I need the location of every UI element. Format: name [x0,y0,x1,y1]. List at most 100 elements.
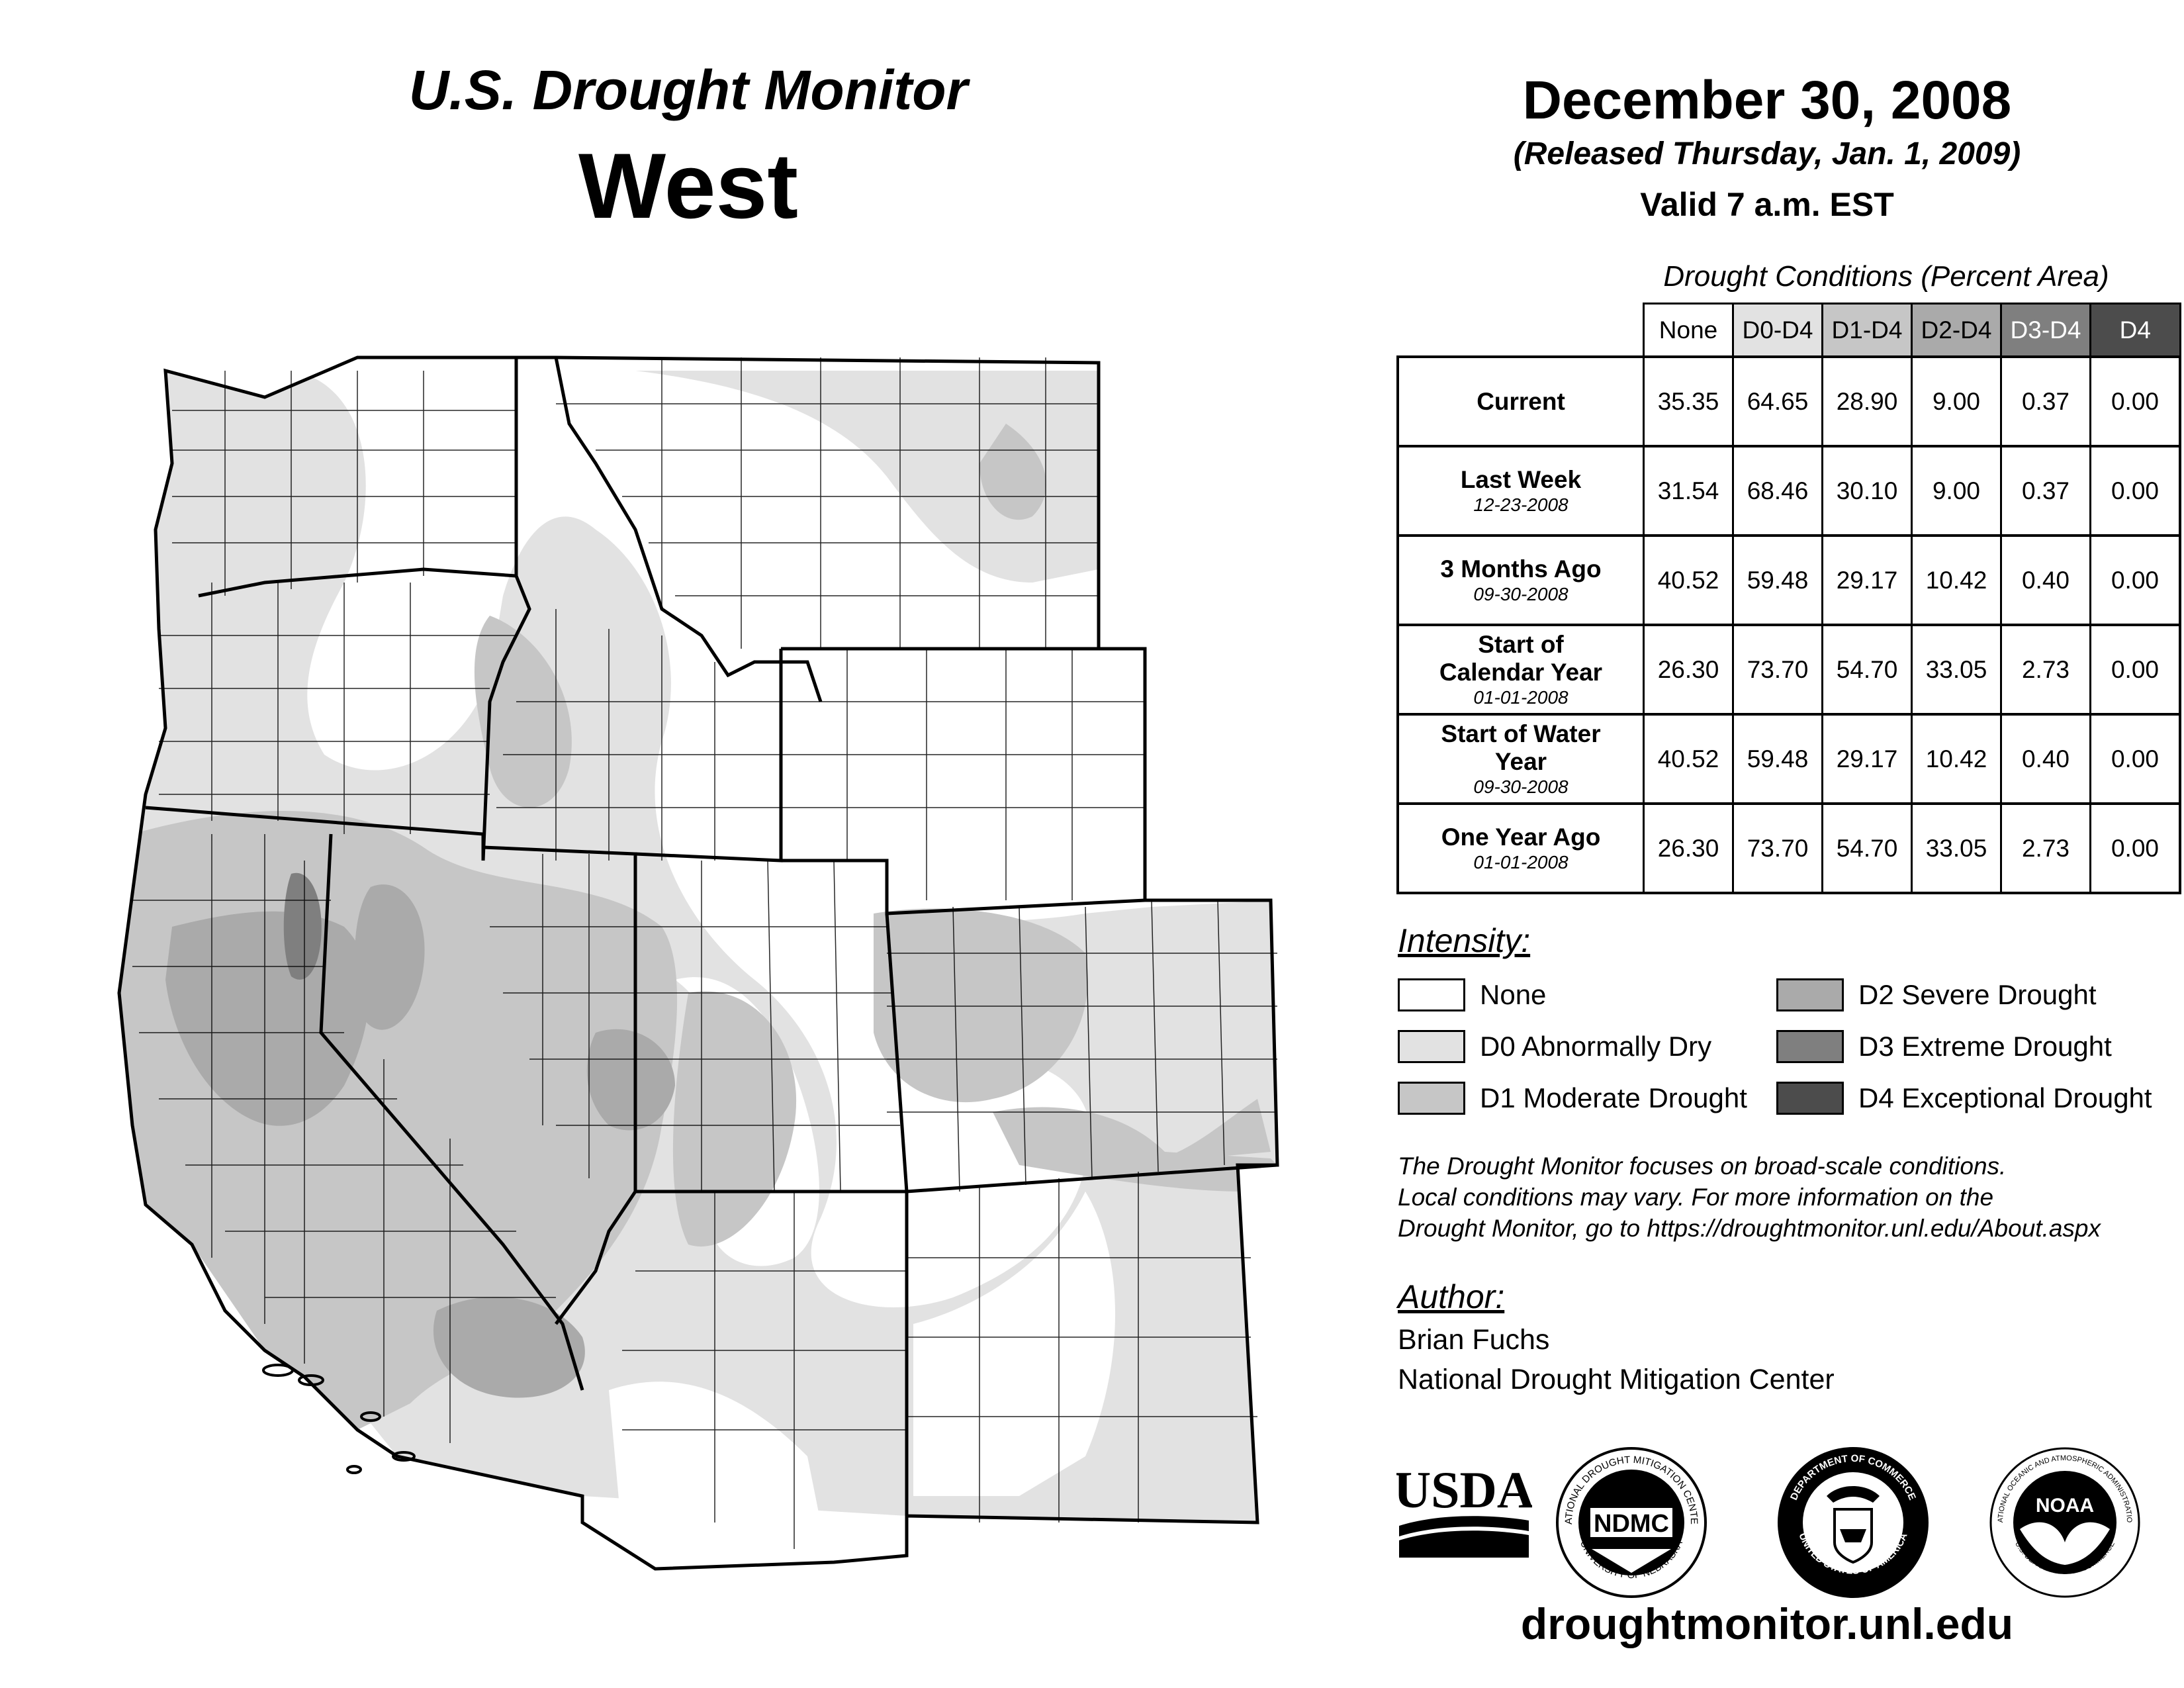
table-row: Last Week 12-23-2008 31.54 68.46 30.10 9.00 0.… [1396,445,2181,537]
table-cell: 35.35 [1643,355,1734,447]
table-cell: 0.00 [2089,355,2181,447]
legend-swatch-d3 [1776,1030,1844,1063]
row-label: Last Week 12-23-2008 [1396,445,1645,537]
map-title: U.S. Drought Monitor [408,59,968,121]
row-date: 09-30-2008 [1473,776,1569,797]
row-label: Start of Calendar Year 01-01-2008 [1396,624,1645,716]
table-cell: 9.00 [1911,355,2002,447]
map-date: December 30, 2008 [1522,70,2012,130]
noaa-logo-text: NOAA [2036,1495,2094,1517]
table-cell: 28.90 [1821,355,1913,447]
legend-d2: D2 Severe Drought [1776,978,2097,1011]
table-title: Drought Conditions (Percent Area) [1663,260,2109,293]
disclaimer-line: Drought Monitor, go to https://droughtmo… [1398,1215,2101,1242]
region-title: West [578,134,798,238]
table-cell: 29.17 [1821,713,1913,805]
table-cell: 9.00 [1911,445,2002,537]
legend-label: D1 Moderate Drought [1480,1082,1747,1113]
row-label: Start of Water Year 09-30-2008 [1396,713,1645,805]
table-cell: 31.54 [1643,445,1734,537]
row-label-text: 3 Months Ago [1440,555,1602,583]
table-cell: 54.70 [1821,802,1913,894]
table-cell: 54.70 [1821,624,1913,716]
table-row: Start of Calendar Year 01-01-2008 26.30 73.… [1396,624,2181,716]
legend-d1: D1 Moderate Drought [1398,1082,1747,1115]
table-cell: 26.30 [1643,802,1734,894]
table-cell: 0.40 [2000,534,2091,626]
legend-label: None [1480,979,1547,1010]
legend-swatch-none [1398,978,1465,1011]
table-header-row: None D0-D4 D1-D4 D2-D4 D3-D4 D4 [1398,303,2181,358]
row-label: 3 Months Ago 09-30-2008 [1396,534,1645,626]
row-label: Current [1396,355,1645,447]
channel-islands [262,1364,416,1474]
table-cell: 0.00 [2089,534,2181,626]
table-cell: 40.52 [1643,534,1734,626]
table-cell: 33.05 [1911,624,2002,716]
row-date: 09-30-2008 [1473,583,1569,604]
commerce-seal: DEPARTMENT OF COMMERCE UNITED STATES OF … [1778,1447,1929,1598]
legend-swatch-d0 [1398,1030,1465,1063]
disclaimer-line: Local conditions may vary. For more info… [1398,1184,1994,1211]
table-cell: 0.00 [2089,624,2181,716]
table-cell: 26.30 [1643,624,1734,716]
col-d2-d4: D2-D4 [1911,303,2002,358]
legend-swatch-d1 [1398,1082,1465,1115]
legend-swatch-d2 [1776,978,1844,1011]
ndmc-logo-text: NDMC [1594,1510,1669,1538]
valid-time: Valid 7 a.m. EST [1640,186,1894,223]
table-row: Start of Water Year 09-30-2008 40.52 59.48 2… [1396,713,2181,805]
usda-logo: USDA [1396,1461,1532,1558]
usda-logo-text: USDA [1396,1461,1532,1519]
legend-label: D2 Severe Drought [1858,979,2097,1010]
col-d1-d4: D1-D4 [1821,303,1913,358]
legend-label: D0 Abnormally Dry [1480,1031,1712,1062]
disclaimer-line: The Drought Monitor focuses on broad-sca… [1398,1152,2007,1180]
author-heading: Author: [1398,1278,1505,1315]
table-cell: 30.10 [1821,445,1913,537]
table-row: 3 Months Ago 09-30-2008 40.52 59.48 29.17 10.… [1396,534,2181,626]
table-cell: 64.65 [1732,355,1823,447]
table-cell: 0.00 [2089,802,2181,894]
ndmc-logo: NATIONAL DROUGHT MITIGATION CENTER UNIVE… [1552,1443,1707,1598]
col-d4: D4 [2089,303,2181,358]
table-cell: 59.48 [1732,713,1823,805]
table-cell: 73.70 [1732,802,1823,894]
legend-label: D3 Extreme Drought [1858,1031,2112,1062]
legend-d0: D0 Abnormally Dry [1398,1030,1711,1063]
legend-label: D4 Exceptional Drought [1858,1082,2152,1113]
release-date: (Released Thursday, Jan. 1, 2009) [1513,136,2021,171]
row-date: 01-01-2008 [1473,851,1569,872]
legend-none: None [1398,978,1546,1011]
table-cell: 73.70 [1732,624,1823,716]
site-url[interactable]: droughtmonitor.unl.edu [1520,1599,2014,1648]
col-none: None [1643,303,1734,358]
table-cell: 2.73 [2000,624,2091,716]
author-organization: National Drought Mitigation Center [1398,1364,1835,1395]
table-cell: 10.42 [1911,534,2002,626]
disclaimer: The Drought Monitor focuses on broad-sca… [1398,1150,2101,1244]
noaa-logo: NATIONAL OCEANIC AND ATMOSPHERIC ADMINIS… [1985,1443,2140,1598]
row-date: 12-23-2008 [1473,494,1569,515]
county-boundaries [132,357,1277,1549]
table-corner [1398,304,1644,357]
table-cell: 2.73 [2000,802,2091,894]
table-cell: 68.46 [1732,445,1823,537]
row-label-text: One Year Ago [1441,823,1601,851]
legend-d4: D4 Exceptional Drought [1776,1082,2152,1115]
table-cell: 29.17 [1821,534,1913,626]
row-label-text: Current [1477,387,1565,415]
col-d3-d4: D3-D4 [2000,303,2091,358]
row-date: 01-01-2008 [1473,686,1569,708]
legend-swatch-d4 [1776,1082,1844,1115]
table-cell: 10.42 [1911,713,2002,805]
table-cell: 0.40 [2000,713,2091,805]
legend-d3: D3 Extreme Drought [1776,1030,2112,1063]
table-row: Current 35.35 64.65 28.90 9.00 0.37 0.00 [1396,355,2181,447]
west-drought-map [117,355,1279,1571]
table-cell: 0.00 [2089,713,2181,805]
row-label-text: Last Week [1460,465,1582,493]
table-cell: 0.00 [2089,445,2181,537]
drought-conditions-table: None D0-D4 D1-D4 D2-D4 D3-D4 D4 Current 3… [1396,303,2181,894]
table-cell: 59.48 [1732,534,1823,626]
